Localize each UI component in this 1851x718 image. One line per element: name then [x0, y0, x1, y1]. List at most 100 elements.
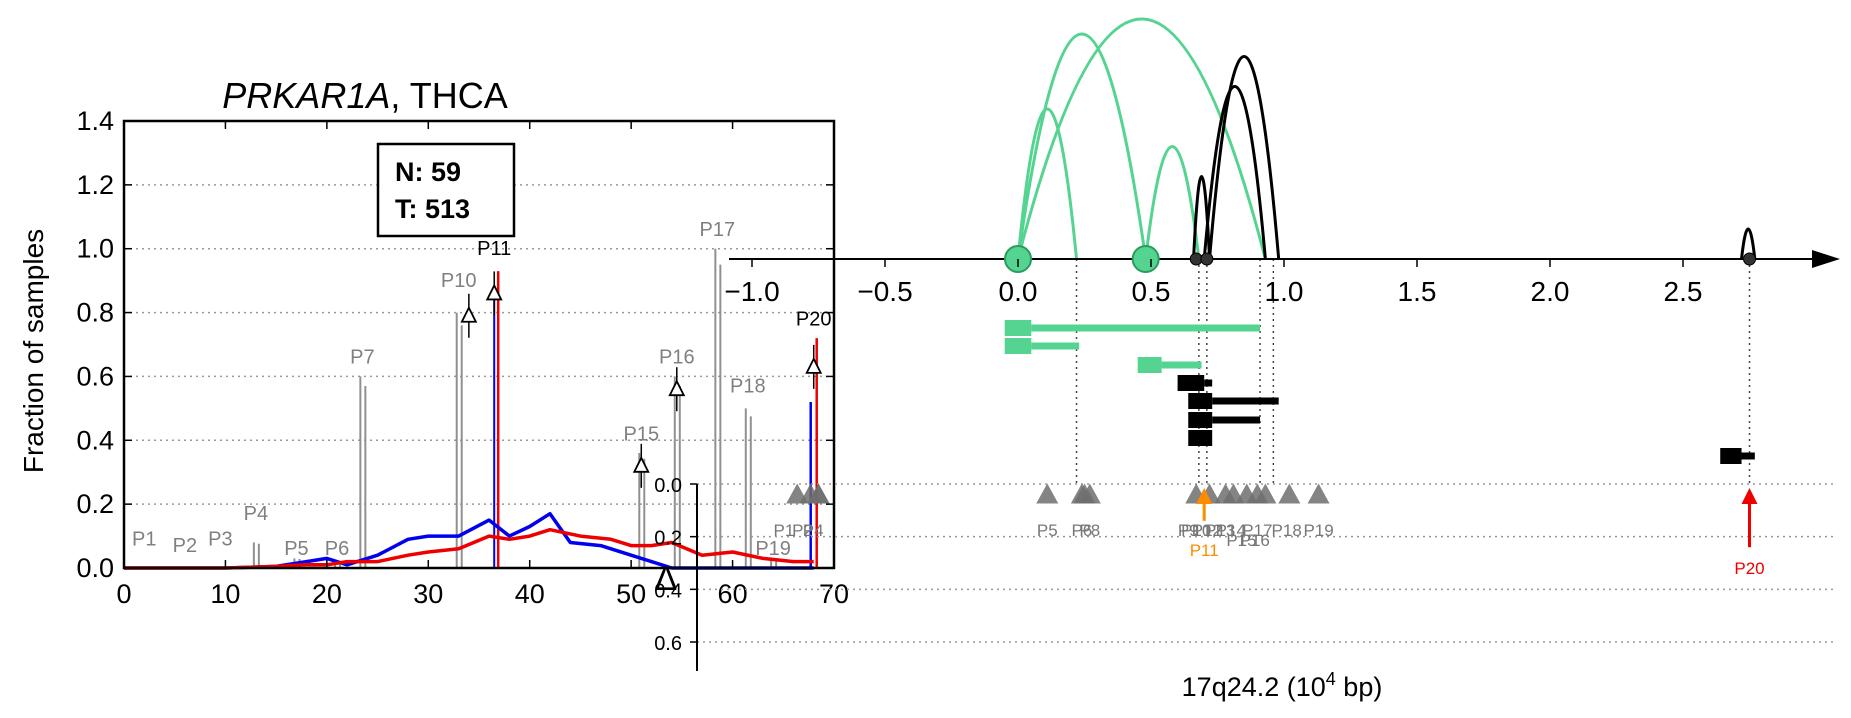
right-transcripts [1004, 320, 1755, 464]
splice-arc [1144, 145, 1201, 260]
transcript-line [1212, 416, 1261, 424]
delta-position-label: P5 [1037, 521, 1058, 540]
right-x-ticks: −1.0 −0.5 0.0 0.5 1.0 1.5 2.0 2.5 [724, 259, 1702, 307]
delta-arrow-head [1741, 488, 1758, 504]
delta-triangle [1254, 483, 1277, 504]
delta-triangle [1078, 483, 1101, 504]
left-triangle-marker [485, 283, 503, 301]
left-triangles [460, 271, 823, 488]
right-panel: −1.0 −0.5 0.0 0.5 1.0 1.5 2.0 2.5 0.00.20.40.6 … [654, 17, 1840, 702]
left-y-axis-label: Fraction of samples [18, 229, 49, 473]
splice-arc [1740, 227, 1757, 260]
left-triangle-marker [632, 455, 650, 473]
left-y-tick-label: 1.0 [76, 234, 114, 264]
delta-triangle [1307, 483, 1330, 504]
delta-position-label: P10 [1181, 521, 1211, 540]
left-y-tick-label: 0.0 [76, 553, 114, 583]
counts-box: N: 59 T: 513 [376, 142, 516, 238]
delta-position-label: P15 [1226, 531, 1256, 550]
right-x-tick-label: 2.5 [1664, 276, 1703, 307]
left-peak-label: P16 [659, 347, 695, 369]
right-x-axis-label-end: bp) [1336, 672, 1383, 702]
left-chart-title: PRKAR1A, THCA [222, 75, 507, 116]
delta-y-tick-label: 0.4 [654, 580, 682, 602]
left-chart-title-rest: , THCA [390, 75, 507, 116]
left-y-tick-label: 0.4 [76, 425, 114, 455]
left-triangle-marker [668, 379, 686, 397]
right-guides [1075, 259, 1751, 484]
left-peak-label: P19 [755, 538, 791, 560]
left-y-tick-label: 0.6 [76, 361, 114, 391]
left-peak-label: P4 [244, 503, 268, 525]
delta-position-label: P13 [1205, 521, 1235, 540]
left-peak-label: P7 [350, 347, 374, 369]
transcript-exon [1004, 320, 1032, 336]
left-x-tick-label: 30 [413, 579, 443, 609]
delta-y-ticks: 0.0 0.2 0.4 0.6 [654, 475, 697, 655]
transcript-exon [1188, 393, 1213, 409]
transcript-exon [1188, 430, 1213, 446]
delta-position-label: P6 [1071, 521, 1092, 540]
delta-position-label: P11 [1190, 541, 1219, 560]
delta-triangle [1036, 483, 1059, 504]
left-x-tick-label: 20 [312, 579, 342, 609]
delta-position-label: P1 [774, 521, 795, 540]
right-x-axis-label-main: 17q24.2 (10 [1182, 672, 1326, 702]
exon-node-green [1131, 245, 1160, 273]
right-x-tick-label: 0.5 [1132, 276, 1171, 307]
left-x-tick-label: 70 [819, 579, 849, 609]
right-arcs [1016, 17, 1757, 260]
delta-position-label: P2 [792, 521, 813, 540]
transcript-exon [1188, 412, 1213, 428]
left-peak-label: P2 [173, 535, 197, 557]
right-x-tick-label: −1.0 [724, 276, 779, 307]
transcript-exon [1137, 357, 1162, 373]
exon-node-black [1200, 252, 1214, 266]
left-peak-label: P6 [325, 538, 349, 560]
left-x-tick-label: 50 [616, 579, 646, 609]
left-x-tick-label: 40 [515, 579, 545, 609]
left-x-tick-label: 0 [116, 579, 131, 609]
splice-arc [1202, 85, 1267, 260]
counts-box-n: N: 59 [395, 157, 461, 187]
transcript-line [1031, 324, 1261, 332]
delta-arrows [1196, 488, 1758, 548]
left-ticks: 0.0 0.2 0.4 0.6 0.8 1.0 1.2 1.4 0 10 20 30 40 50 60 70 [76, 106, 849, 609]
delta-position-label: P17 [1242, 521, 1272, 540]
left-peak-label: P10 [441, 270, 477, 292]
delta-y-tick-label: 0.2 [654, 528, 682, 550]
delta-position-label: P8 [1079, 521, 1100, 540]
left-peak-label: P18 [730, 375, 766, 397]
left-peak-label: P1 [132, 529, 156, 551]
left-panel: PRKAR1A, THCA Fraction of samples P1 P2 P3… [18, 75, 849, 609]
left-triangle-marker [805, 356, 823, 374]
right-x-axis-label-sup: 4 [1326, 669, 1336, 689]
left-peak-label: P20 [796, 308, 832, 330]
splice-arc [1016, 17, 1267, 260]
counts-box-frame [376, 142, 516, 238]
delta-position-label: P9 [1178, 521, 1199, 540]
left-y-tick-label: 1.4 [76, 106, 114, 136]
splice-arc [1016, 107, 1079, 260]
left-triangle-marker [460, 305, 478, 323]
left-y-tick-label: 0.8 [76, 298, 114, 328]
splice-arc [1016, 32, 1148, 260]
transcript-line [1161, 361, 1202, 369]
delta-position-label: P4 [803, 521, 824, 540]
gene-axis [729, 250, 1840, 268]
delta-position-label: P14 [1216, 521, 1246, 540]
left-peak-label: P11 [477, 238, 511, 260]
gene-axis-arrowhead [1812, 250, 1840, 268]
delta-y-tick-label: 0.6 [654, 633, 682, 655]
splice-arc [1208, 55, 1281, 260]
transcript-exon [1004, 338, 1032, 354]
delta-arrow-head [1196, 488, 1213, 504]
transcript-exon [1720, 448, 1742, 464]
delta-triangles [786, 483, 1330, 504]
left-plot-frame [122, 119, 836, 570]
transcript-line [1212, 397, 1279, 405]
right-x-tick-label: 2.0 [1531, 276, 1570, 307]
right-x-tick-label: 1.5 [1398, 276, 1437, 307]
